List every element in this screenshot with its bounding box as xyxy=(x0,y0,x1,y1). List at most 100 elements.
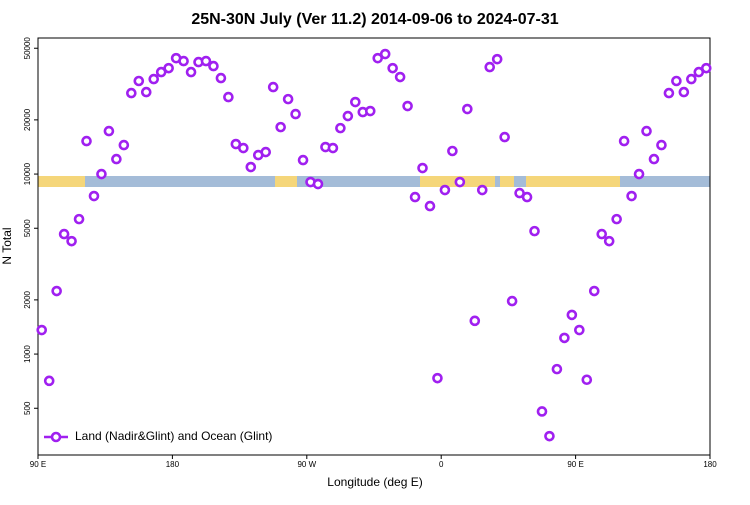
y-tick-label: 500 xyxy=(23,401,32,415)
point xyxy=(529,225,540,237)
point xyxy=(417,162,428,174)
point xyxy=(364,105,376,117)
land-band xyxy=(275,176,297,187)
point xyxy=(499,131,510,143)
point xyxy=(574,324,585,336)
point xyxy=(648,153,660,165)
point xyxy=(88,190,100,202)
point xyxy=(126,87,137,99)
x-tick-label: 180 xyxy=(703,460,717,469)
y-tick-label: 5000 xyxy=(23,219,32,237)
point xyxy=(671,75,682,87)
y-tick-label: 2000 xyxy=(23,290,32,308)
point xyxy=(133,75,145,87)
point xyxy=(215,72,227,84)
point xyxy=(603,235,615,247)
point xyxy=(447,145,458,157)
point xyxy=(200,55,212,67)
point xyxy=(327,142,339,154)
point xyxy=(596,228,608,240)
point xyxy=(521,191,533,203)
point xyxy=(566,309,578,321)
x-tick-label: 0 xyxy=(439,460,444,469)
point xyxy=(223,91,234,103)
point xyxy=(618,135,630,147)
point xyxy=(81,135,92,147)
ocean-band xyxy=(38,176,710,187)
point xyxy=(66,235,77,247)
point xyxy=(656,139,667,151)
y-axis-label: N Total xyxy=(0,227,14,264)
point xyxy=(297,154,309,166)
point xyxy=(96,168,107,180)
point xyxy=(267,81,279,93)
land-band xyxy=(38,176,85,187)
land-band xyxy=(500,176,514,187)
point xyxy=(454,176,466,188)
point xyxy=(36,324,48,336)
point xyxy=(387,62,398,74)
point xyxy=(350,96,361,108)
point xyxy=(372,52,384,64)
x-tick-label: 90 W xyxy=(297,460,316,469)
point xyxy=(633,168,645,180)
point xyxy=(275,121,286,133)
point xyxy=(43,375,55,387)
point xyxy=(686,73,697,85)
point xyxy=(551,363,563,375)
point xyxy=(148,73,160,85)
point xyxy=(700,62,712,74)
y-tick-label: 10000 xyxy=(23,162,32,185)
point xyxy=(469,315,481,327)
point xyxy=(536,406,548,417)
point xyxy=(641,125,652,137)
legend: Land (Nadir&Glint) and Ocean (Glint) xyxy=(44,429,272,443)
land-band xyxy=(526,176,620,187)
point xyxy=(163,62,174,74)
point xyxy=(208,60,219,72)
y-tick-label: 1000 xyxy=(23,345,32,363)
x-tick-label: 180 xyxy=(166,460,180,469)
point xyxy=(312,178,324,190)
point xyxy=(245,161,257,173)
point xyxy=(559,332,570,344)
point xyxy=(432,372,443,384)
point xyxy=(282,93,294,105)
point xyxy=(111,153,122,165)
point xyxy=(409,191,421,203)
point xyxy=(476,184,488,196)
point xyxy=(238,142,249,154)
legend-marker xyxy=(50,431,62,443)
point xyxy=(588,285,600,297)
point xyxy=(678,86,690,98)
chart-title: 25N-30N July (Ver 11.2) 2014-09-06 to 20… xyxy=(191,11,558,28)
point xyxy=(118,139,130,151)
point xyxy=(290,108,301,120)
y-tick-label: 50000 xyxy=(23,37,32,60)
point xyxy=(394,71,406,83)
legend-label: Land (Nadir&Glint) and Ocean (Glint) xyxy=(75,429,272,443)
point xyxy=(140,86,152,98)
point xyxy=(103,125,115,137)
point xyxy=(178,55,189,67)
point xyxy=(73,213,85,225)
point xyxy=(51,285,62,297)
point xyxy=(342,110,354,122)
x-tick-label: 90 E xyxy=(567,460,583,469)
point xyxy=(260,146,272,158)
point xyxy=(611,213,622,225)
point xyxy=(626,190,637,202)
point xyxy=(335,122,346,134)
point xyxy=(663,87,675,99)
x-tick-label: 90 E xyxy=(30,460,46,469)
point xyxy=(379,48,391,60)
point xyxy=(439,184,451,196)
point xyxy=(484,61,496,73)
x-axis-label: Longitude (deg E) xyxy=(327,475,422,489)
point xyxy=(58,228,70,240)
point xyxy=(491,53,503,65)
point xyxy=(581,374,593,386)
point xyxy=(185,66,197,78)
point xyxy=(506,295,518,307)
